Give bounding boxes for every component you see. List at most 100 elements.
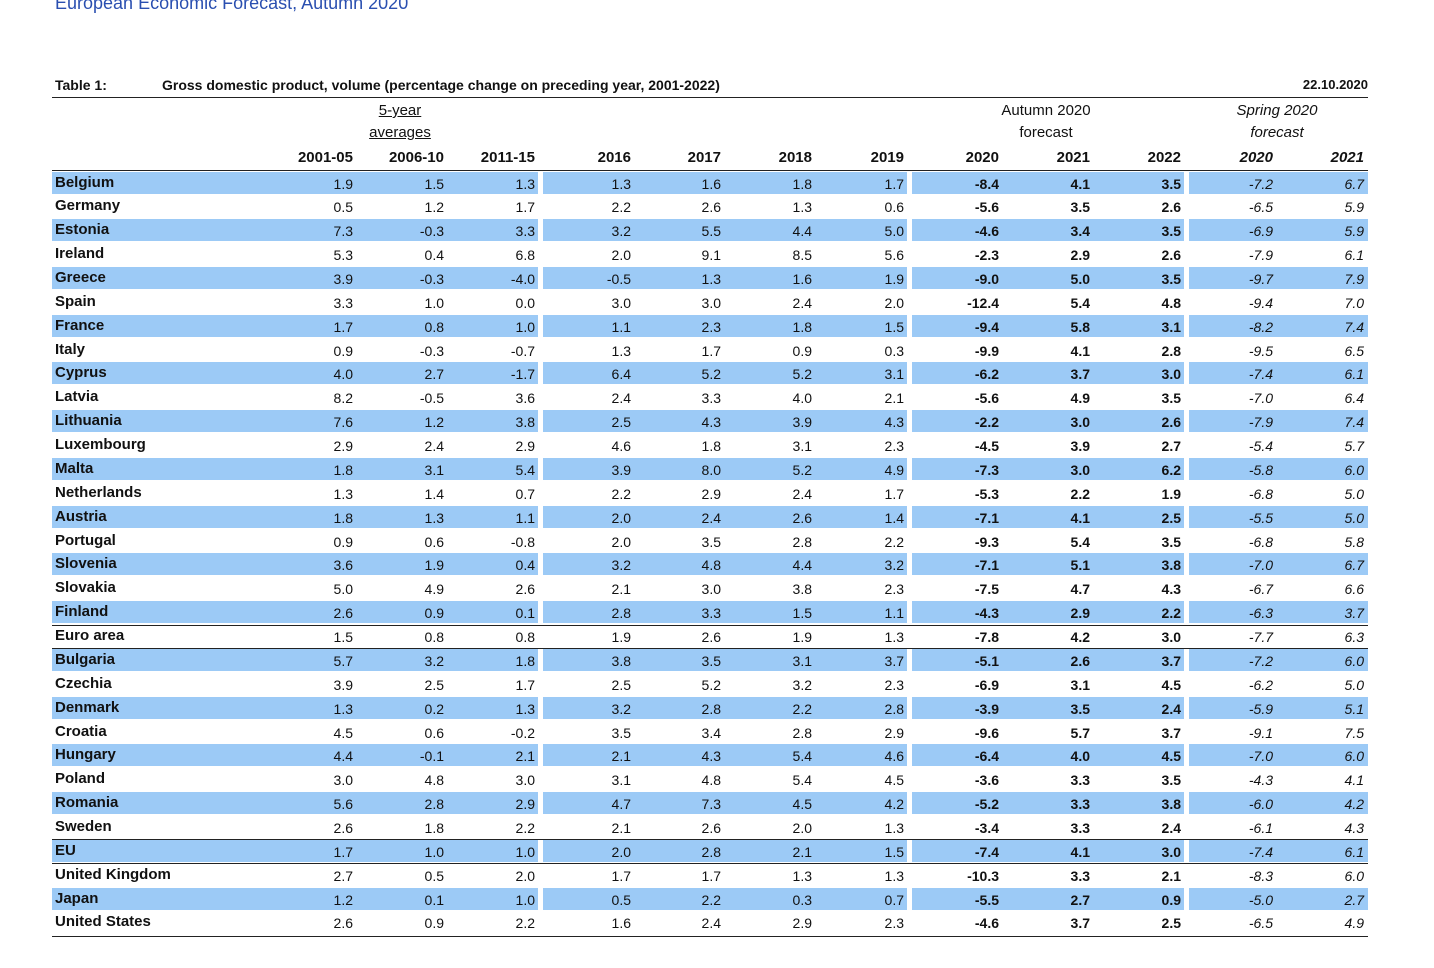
cell: 5.0 (1070, 270, 1090, 287)
row-band (543, 219, 907, 242)
table-label: Table 1: (55, 77, 107, 93)
cell: -5.2 (974, 796, 999, 813)
column-header: 2011-15 (480, 149, 535, 166)
cell: -5.0 (1248, 891, 1273, 908)
row-label: Croatia (55, 722, 107, 740)
cell: -6.1 (1248, 819, 1273, 836)
cell: 2.8 (792, 533, 812, 550)
cell: 5.2 (701, 676, 721, 693)
row-band (1189, 457, 1368, 480)
cell: 5.4 (1070, 294, 1090, 311)
cell: 3.9 (792, 414, 812, 431)
cell: 2.1 (1161, 867, 1181, 884)
column-header: 2006-10 (388, 149, 444, 166)
row-band (912, 457, 1184, 480)
cell: 2.7 (1161, 438, 1181, 455)
cell: 3.0 (515, 772, 535, 789)
cell: 1.3 (333, 485, 353, 502)
cell: 4.4 (792, 223, 812, 240)
cell: 1.3 (515, 700, 535, 717)
cell: -0.2 (510, 724, 535, 741)
cell: 0.9 (424, 915, 444, 932)
row-band (912, 219, 1184, 242)
table-title: Gross domestic product, volume (percenta… (162, 77, 720, 93)
row-band (543, 744, 907, 767)
cell: 2.6 (333, 605, 353, 622)
cell: 0.6 (424, 724, 444, 741)
cell: -7.4 (974, 843, 999, 860)
cell: 4.5 (1161, 748, 1181, 765)
column-header: 2022 (1147, 149, 1181, 166)
row-band (543, 648, 907, 671)
cell: 3.0 (611, 294, 631, 311)
row-label: France (55, 316, 105, 334)
cell: 3.7 (1161, 724, 1181, 741)
cell: 1.0 (515, 318, 535, 335)
cell: 3.6 (515, 390, 535, 407)
cell: 2.3 (701, 318, 721, 335)
rule (52, 839, 1368, 841)
row-label: Germany (55, 197, 121, 215)
cell: 0.3 (884, 342, 904, 359)
cell: 5.5 (701, 223, 721, 240)
cell: 3.4 (1070, 223, 1090, 240)
row-band (912, 744, 1184, 767)
cell: 0.1 (515, 605, 535, 622)
cell: 2.6 (701, 629, 721, 646)
cell: 7.6 (333, 414, 353, 431)
cell: 2.6 (701, 819, 721, 836)
cell: 2.4 (1161, 700, 1181, 717)
cell: 2.9 (884, 724, 904, 741)
cell: 2.7 (1344, 891, 1364, 908)
cell: 1.7 (333, 843, 353, 860)
cell: 1.1 (884, 605, 904, 622)
cell: 6.7 (1344, 557, 1364, 574)
cell: 3.1 (884, 366, 904, 383)
cell: 1.7 (333, 318, 353, 335)
cell: 5.2 (701, 366, 721, 383)
cell: 1.7 (515, 199, 535, 216)
row-band (912, 887, 1184, 910)
row-label: Luxembourg (55, 436, 146, 454)
cell: 2.1 (792, 843, 812, 860)
row-label: Finland (55, 603, 109, 621)
row-band (52, 744, 538, 767)
cell: 4.3 (701, 748, 721, 765)
cell: -8.4 (974, 175, 999, 192)
cell: 3.9 (333, 676, 353, 693)
row-label: Bulgaria (55, 650, 116, 668)
cell: 3.3 (1070, 867, 1090, 884)
cell: 1.9 (1161, 485, 1181, 502)
cell: -7.3 (974, 461, 999, 478)
cell: -5.9 (1248, 700, 1273, 717)
cell: 1.7 (515, 676, 535, 693)
cell: 4.8 (424, 772, 444, 789)
cell: 1.8 (792, 318, 812, 335)
cell: 2.6 (1161, 247, 1181, 264)
cell: 7.0 (1344, 294, 1364, 311)
cell: -0.8 (510, 533, 535, 550)
row-band (912, 648, 1184, 671)
cell: 1.3 (792, 199, 812, 216)
cell: 3.1 (792, 438, 812, 455)
cell: 3.2 (611, 700, 631, 717)
cell: 3.0 (1161, 629, 1181, 646)
cell: 0.9 (792, 342, 812, 359)
cell: 5.0 (1344, 676, 1364, 693)
cell: 1.8 (424, 819, 444, 836)
cell: 3.7 (1161, 652, 1181, 669)
cell: -10.3 (967, 867, 999, 884)
cell: 5.7 (1070, 724, 1090, 741)
cell: 2.5 (424, 676, 444, 693)
cell: 2.1 (611, 819, 631, 836)
cell: 6.1 (1344, 247, 1364, 264)
cell: 4.8 (701, 557, 721, 574)
publication: European Economic Forecast, Autumn 2020 (55, 0, 409, 13)
cell: 2.6 (792, 509, 812, 526)
cell: -6.3 (1248, 605, 1273, 622)
cell: 8.0 (701, 461, 721, 478)
cell: 1.0 (424, 294, 444, 311)
cell: 1.3 (333, 700, 353, 717)
cell: 2.9 (701, 485, 721, 502)
cell: 0.1 (424, 891, 444, 908)
